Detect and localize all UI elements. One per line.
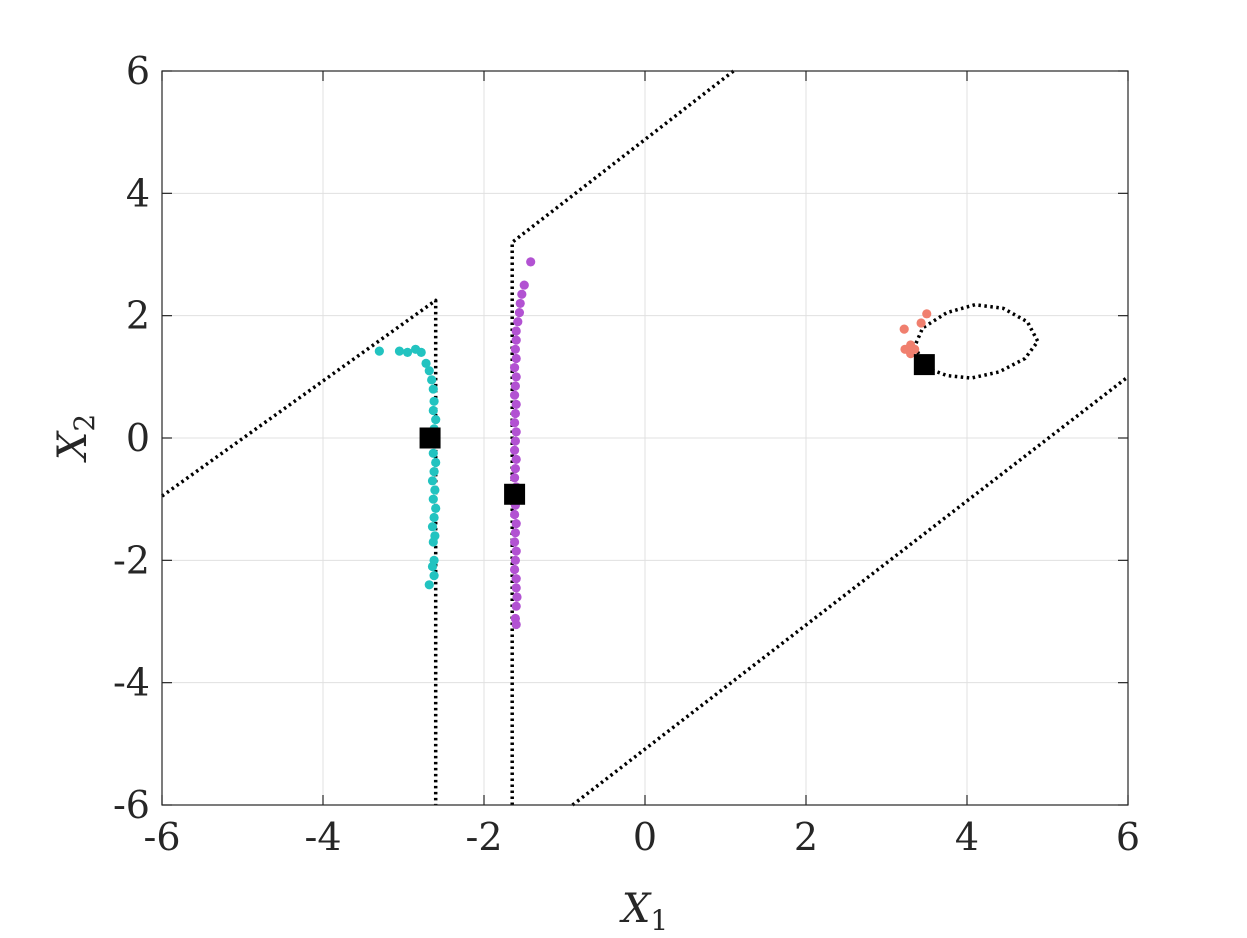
data-point <box>509 363 520 373</box>
cluster-center-marker <box>504 483 526 505</box>
data-point <box>421 358 431 368</box>
data-point <box>429 467 439 477</box>
x-axis-label-sub: 1 <box>650 904 668 937</box>
y-axis-label-sub: 2 <box>68 414 101 432</box>
data-point <box>510 436 520 446</box>
y-tick-label: 6 <box>126 49 150 93</box>
data-point <box>511 326 521 336</box>
data-point <box>427 561 438 572</box>
data-point <box>511 399 521 409</box>
data-point <box>509 418 520 428</box>
x-tick-label: 4 <box>955 815 979 859</box>
data-point <box>514 308 525 318</box>
data-point <box>431 503 441 513</box>
data-point <box>394 346 405 356</box>
data-point <box>515 298 525 309</box>
y-tick-label: 4 <box>126 171 150 215</box>
data-point <box>428 494 438 504</box>
data-point <box>424 580 434 590</box>
data-point <box>509 473 520 483</box>
x-tick-label: 6 <box>1116 815 1140 859</box>
x-tick-label: -2 <box>465 815 502 859</box>
data-point <box>510 463 520 474</box>
data-point <box>510 555 520 565</box>
data-point <box>428 384 438 394</box>
data-point <box>512 592 522 602</box>
y-tick-label: -4 <box>113 661 150 705</box>
x-tick-label: -6 <box>143 815 180 859</box>
data-point <box>509 445 520 455</box>
data-point <box>511 583 521 593</box>
data-point <box>511 454 521 465</box>
data-point <box>511 546 521 556</box>
data-point <box>416 347 426 357</box>
data-point <box>511 353 521 364</box>
x-axis-label-main: X <box>619 886 652 932</box>
boundary-line <box>160 298 438 805</box>
data-point <box>429 512 439 523</box>
data-point <box>429 396 439 406</box>
data-point <box>427 476 438 486</box>
tick-labels: -6 -4 -2 0 2 4 6 -6 -4 -2 0 2 4 6 <box>113 49 1140 859</box>
data-point <box>431 457 441 468</box>
y-axis-label: X2 <box>50 414 101 463</box>
data-point <box>526 257 536 267</box>
data-point <box>509 564 520 575</box>
x-tick-label: 0 <box>633 815 657 859</box>
data-point <box>427 375 437 385</box>
data-point <box>511 574 521 584</box>
data-point <box>510 528 520 538</box>
y-tick-label: 0 <box>126 416 150 460</box>
cluster-centers <box>419 354 935 505</box>
x-tick-label: 2 <box>794 815 818 859</box>
data-point <box>429 571 439 581</box>
data-point <box>511 427 521 437</box>
data-point <box>428 448 438 458</box>
data-point <box>431 415 441 425</box>
data-point <box>511 619 521 630</box>
data-point <box>519 280 529 290</box>
data-point <box>916 318 926 328</box>
data-point <box>511 601 521 611</box>
data-point <box>509 537 520 547</box>
data-point <box>906 348 916 359</box>
data-point <box>517 289 527 299</box>
data-point <box>430 485 440 495</box>
data-point <box>427 522 438 532</box>
data-point <box>899 324 909 334</box>
y-axis-label-main: X <box>50 430 96 463</box>
data-point <box>374 346 384 356</box>
data-point <box>402 347 413 357</box>
tick-marks <box>161 70 1129 806</box>
data-point <box>509 509 520 520</box>
data-point <box>424 366 434 376</box>
data-point <box>511 335 521 345</box>
y-tick-label: -2 <box>113 538 150 582</box>
x-tick-label: -4 <box>304 815 341 859</box>
x-axis-label: X1 <box>619 886 668 937</box>
cluster-center-marker <box>913 354 935 376</box>
data-point <box>513 317 523 327</box>
data-point <box>510 381 520 391</box>
y-tick-label: 2 <box>126 294 150 338</box>
boundary-line <box>571 375 1130 807</box>
data-point <box>922 309 932 319</box>
data-point <box>428 537 438 547</box>
data-point <box>509 390 520 400</box>
boundary-line <box>912 302 1040 380</box>
data-point <box>428 405 438 416</box>
y-tick-label: -6 <box>113 783 150 827</box>
cluster-center-marker <box>419 427 441 449</box>
data-point <box>510 344 520 354</box>
data-point <box>510 408 520 419</box>
data-point <box>511 519 521 529</box>
data-point <box>511 372 521 382</box>
